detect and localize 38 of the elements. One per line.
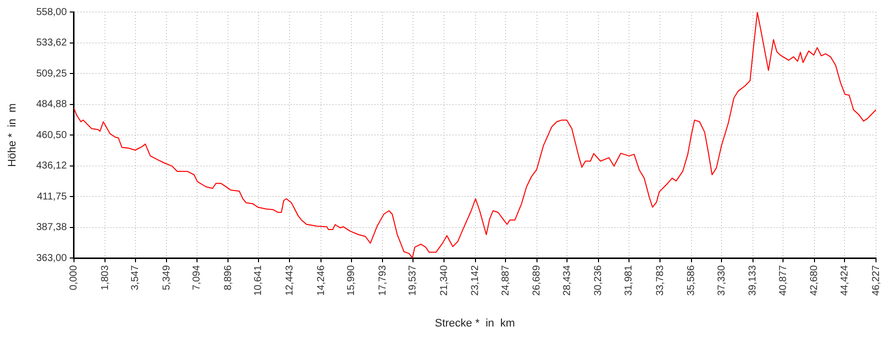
x-tick-label: 15,990 [346,264,358,296]
y-tick-label: 558,00 [36,6,68,18]
x-tick-label: 23,142 [470,264,482,296]
x-tick-label: 33,783 [654,264,666,296]
x-tick-label: 24,887 [500,264,512,296]
x-tick-label: 19,537 [408,264,419,296]
x-tick-label: 26,689 [532,264,543,296]
y-tick-label: 411,75 [36,191,68,202]
x-tick-label: 46,227 [870,264,882,296]
x-tick-label: 44,424 [839,264,850,296]
y-axis-title: Höhe * in m [6,103,19,167]
x-tick-label: 28,434 [562,264,573,296]
y-tick-label: 387,38 [36,222,68,234]
x-tick-label: 5,349 [161,264,172,290]
y-tick-label: 460,50 [36,130,68,141]
y-tick-label: 436,12 [36,160,68,172]
y-tick-label: 484,88 [36,99,68,110]
x-tick-label: 1,803 [100,264,111,290]
x-tick-label: 39,133 [748,264,759,296]
x-tick-label: 31,981 [624,264,635,296]
x-tick-label: 35,586 [686,264,698,296]
y-tick-label: 509,25 [36,68,68,80]
x-tick-label: 37,330 [716,264,728,296]
x-tick-label: 30,236 [593,264,604,296]
x-tick-label: 21,340 [438,264,450,296]
y-tick-label: 363,00 [36,252,68,264]
x-tick-label: 7,094 [192,264,203,290]
x-tick-label: 40,877 [778,264,789,296]
x-tick-label: 17,793 [377,264,388,296]
x-tick-label: 0,000 [68,264,80,290]
y-tick-label: 533,62 [36,38,68,49]
x-tick-label: 12,443 [284,264,296,296]
x-tick-label: 42,680 [809,264,820,296]
x-tick-label: 3,547 [130,264,142,290]
x-tick-label: 10,641 [253,264,264,296]
x-tick-label: 14,246 [316,264,327,296]
x-axis-title: Strecke * in km [434,317,515,330]
x-tick-label: 8,896 [222,264,234,290]
